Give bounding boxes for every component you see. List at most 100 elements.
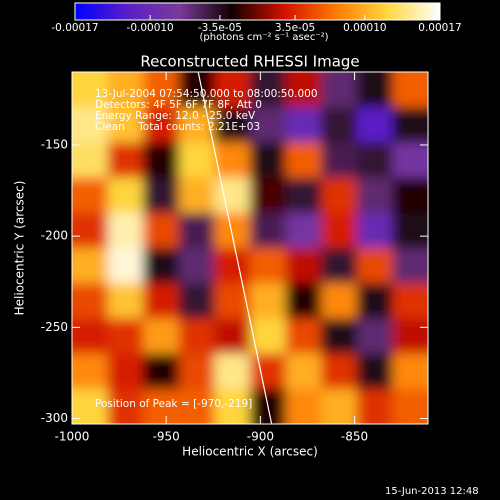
image-cell: [321, 283, 358, 319]
colorbar-tick-label: -3.5e-05: [198, 22, 242, 34]
image-cell: [72, 353, 109, 390]
colorbar-tick-label: 3.5e-05: [275, 22, 315, 34]
image-cell: [72, 318, 109, 355]
image-cell: [356, 318, 393, 355]
x-tick-label: -850: [341, 430, 368, 444]
image-cell: [321, 177, 358, 214]
image-cell: [214, 107, 251, 143]
limb-line: [197, 72, 273, 424]
y-tick-label: -150: [41, 137, 68, 151]
image-cell: [107, 353, 144, 390]
image-cell: [214, 318, 251, 355]
x-axis-label: Heliocentric X (arcsec): [182, 445, 318, 459]
image-cell: [250, 248, 287, 284]
image-cell: [392, 353, 428, 390]
image-cell: [392, 107, 428, 143]
image-cell: [285, 318, 322, 355]
image-cell: [250, 212, 287, 249]
image: [72, 72, 428, 424]
image-cell: [143, 353, 180, 390]
image-cell: [356, 248, 393, 284]
image-cell: [321, 318, 358, 355]
image-cell: [356, 177, 393, 214]
image-cell: [178, 212, 215, 249]
colorbar-label: (photons cm⁻² s⁻¹ asec⁻²): [199, 32, 328, 43]
image-cell: [72, 177, 109, 214]
colorbar-tick-label: -0.00010: [127, 22, 174, 34]
y-tick-label: -200: [41, 229, 68, 243]
image-cell: [214, 283, 251, 319]
image-cell: [107, 388, 144, 424]
image-cell: [143, 212, 180, 249]
annotation: Detectors: 4F 5F 6F 7F 8F, Att 0: [95, 99, 262, 111]
image-cell: [321, 388, 358, 424]
image-cell: [356, 212, 393, 249]
image-cell: [107, 177, 144, 214]
image-cell: [178, 142, 215, 179]
image-cell: [143, 142, 180, 179]
image-cell: [321, 212, 358, 249]
colorbar-tick-label: 0.00017: [418, 22, 461, 34]
x-tick-label: -1000: [55, 430, 90, 444]
image-cell: [285, 212, 322, 249]
image-cell: [285, 248, 322, 284]
image-cell: [321, 142, 358, 179]
image-cell: [72, 283, 109, 319]
image-cell: [285, 353, 322, 390]
x-tick-label: -900: [247, 430, 274, 444]
image-cell: [392, 318, 428, 355]
y-tick-label: -300: [41, 411, 68, 425]
image-cell: [250, 177, 287, 214]
image-cell: [107, 248, 144, 284]
image-cell: [72, 212, 109, 249]
image-cell: [285, 177, 322, 214]
image-cell: [321, 353, 358, 390]
image-cell: [285, 388, 322, 424]
image-cell: [143, 107, 180, 143]
image-cell: [356, 142, 393, 179]
annotation: Clean Total counts: 2.21E+03: [95, 121, 260, 133]
image-cell: [250, 283, 287, 319]
image-cell: [178, 283, 215, 319]
image-cell: [214, 212, 251, 249]
image-cell: [143, 72, 180, 108]
y-tick-label: -250: [41, 320, 68, 334]
image-cell: [178, 177, 215, 214]
image-cell: [285, 283, 322, 319]
image-cell: [214, 177, 251, 214]
image-cell: [143, 283, 180, 319]
image-cells: [72, 72, 428, 424]
plot-frame: [71, 71, 429, 425]
image-cell: [72, 107, 109, 143]
image-cell: [214, 353, 251, 390]
colorbar: [74, 2, 441, 21]
image-cell: [107, 318, 144, 355]
image-cell: [392, 248, 428, 284]
image-cell: [107, 107, 144, 143]
image-cell: [178, 353, 215, 390]
image-cell: [392, 283, 428, 319]
image-cell: [107, 72, 144, 108]
image-cell: [285, 142, 322, 179]
footer: 15-Jun-2013 12:48: [385, 486, 479, 497]
image-cell: [107, 142, 144, 179]
image-cell: [356, 107, 393, 143]
image-cell: [321, 107, 358, 143]
colorbar-tick-label: -0.00017: [51, 22, 98, 34]
image-cell: [72, 248, 109, 284]
image-cell: [214, 388, 251, 424]
image-cell: [392, 72, 428, 108]
image-cell: [250, 72, 287, 108]
image-cell: [143, 177, 180, 214]
annotation: Energy Range: 12.0 - 25.0 keV: [95, 110, 256, 122]
image-cell: [321, 248, 358, 284]
image-cell: [214, 142, 251, 179]
image-cell: [356, 388, 393, 424]
image-cell: [285, 107, 322, 143]
image-cell: [250, 107, 287, 143]
image-cell: [178, 72, 215, 108]
image-cell: [178, 248, 215, 284]
peak-label: Position of Peak = [-970,-219]: [95, 398, 252, 410]
image-cell: [107, 283, 144, 319]
